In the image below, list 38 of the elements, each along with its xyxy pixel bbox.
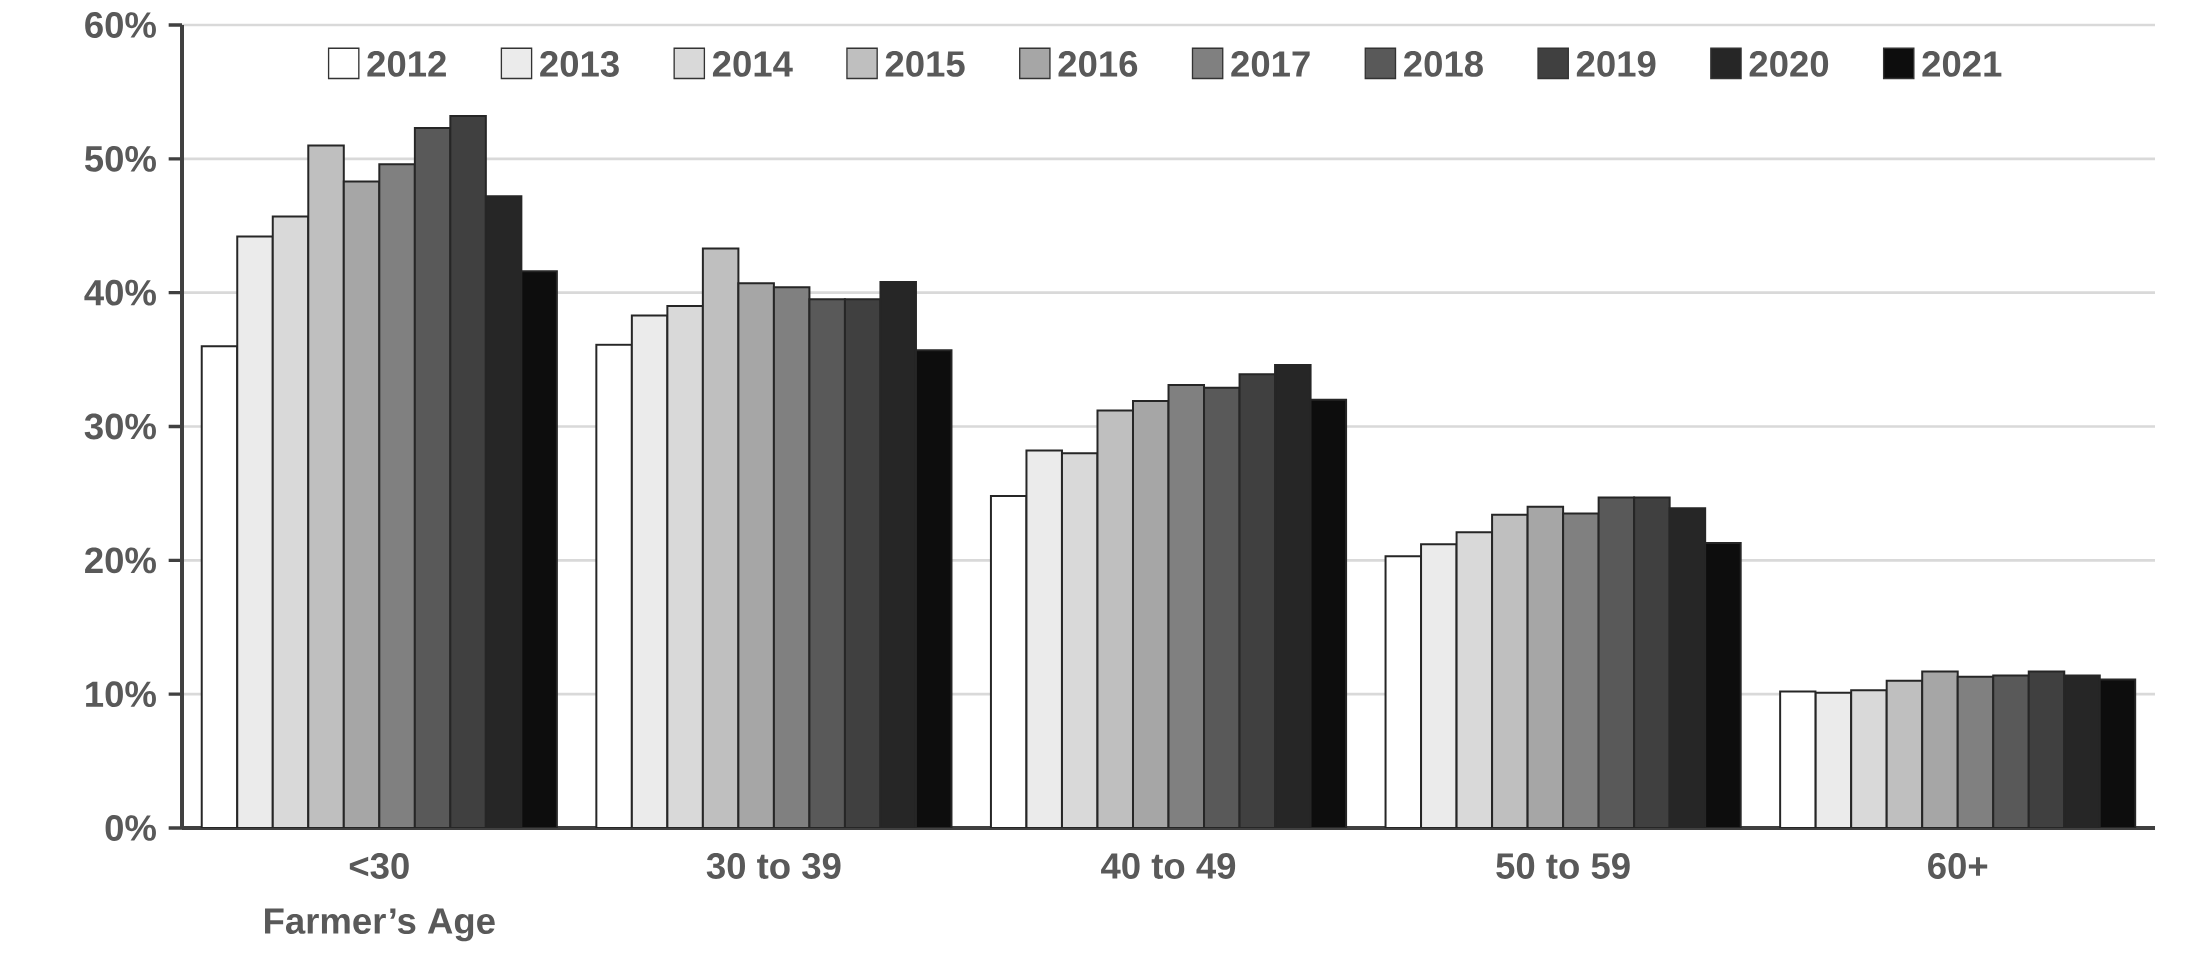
bar: [236, 235, 274, 828]
legend-label: 2018: [1404, 51, 1483, 77]
y-tick-label: 10%: [86, 681, 156, 708]
bar: [1956, 675, 1995, 828]
x-axis-title: Farmer’s Age: [265, 908, 495, 942]
x-tick-label: 30 to 39: [706, 853, 841, 879]
x-tick-label: 60+: [1928, 853, 1988, 879]
bar: [1814, 691, 1853, 828]
y-tick-label: 20%: [85, 547, 156, 574]
y-tick-label: 0%: [105, 815, 156, 841]
legend-label: 2012: [367, 51, 446, 77]
bar: [1025, 449, 1063, 828]
x-tick-label: <30: [349, 853, 409, 879]
bar: [1167, 384, 1206, 828]
y-tick-label: 30%: [84, 413, 156, 440]
legend-label: 2014: [712, 51, 793, 77]
legend-label: 2020: [1749, 51, 1829, 77]
bar: [1562, 512, 1600, 828]
legend-label: 2021: [1922, 51, 2002, 77]
y-tick-label: 50%: [84, 145, 156, 172]
legend-label: 2016: [1058, 51, 1138, 77]
bar: [1526, 505, 1565, 828]
x-tick-label: 50 to 59: [1496, 853, 1630, 879]
legend-label: 2017: [1231, 51, 1310, 77]
bar: [1131, 400, 1170, 828]
x-tick-label: 40 to 49: [1101, 853, 1236, 879]
bar: [1921, 670, 1959, 828]
legend-label: 2013: [540, 51, 619, 77]
bar: [630, 314, 669, 828]
legend-label: 2019: [1576, 51, 1656, 77]
legend-label: 2015: [885, 51, 965, 77]
bar: [772, 286, 811, 828]
bar: [1420, 543, 1458, 828]
y-tick-label: 60%: [85, 12, 156, 38]
y-tick-label: 40%: [84, 279, 156, 306]
bar: [737, 282, 775, 828]
bar: [342, 180, 381, 828]
bar: [378, 163, 416, 828]
